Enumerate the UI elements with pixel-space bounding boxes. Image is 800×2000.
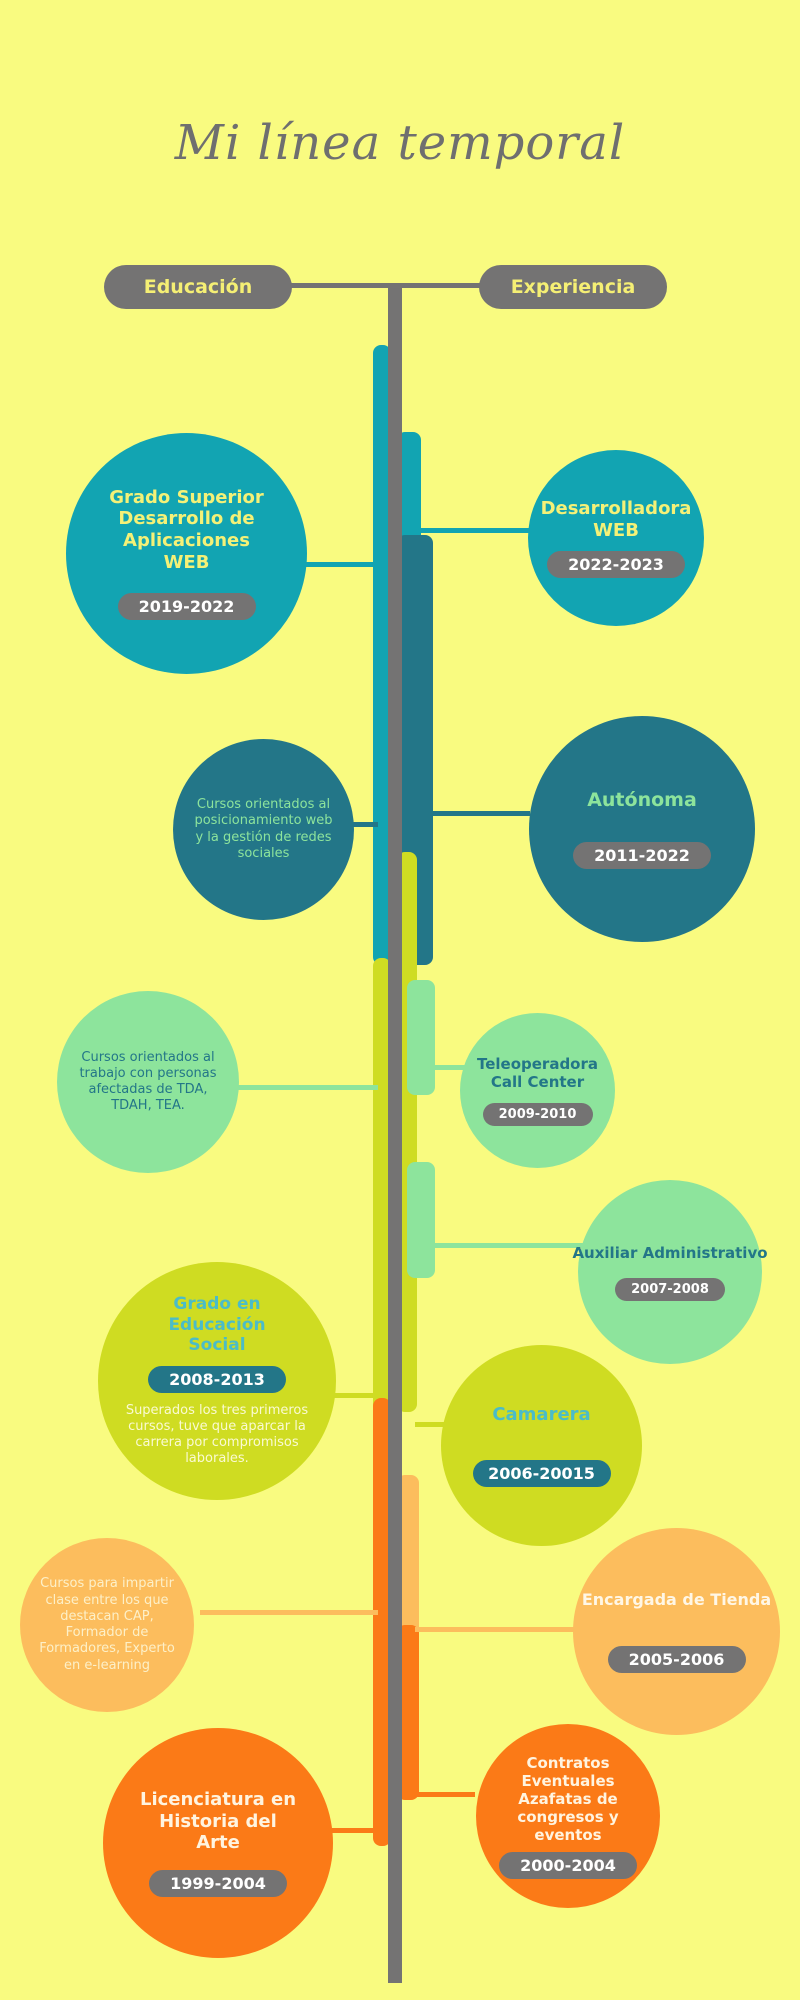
timeline-bar-orange (373, 1398, 391, 1846)
connector (330, 1393, 378, 1398)
experience-title: Auxiliar Administrativo (572, 1243, 768, 1262)
experience-circle-auxiliar: Auxiliar Administrativo 2007-2008 (572, 1180, 768, 1364)
education-circle-tda: Cursos orientados al trabajo con persona… (57, 991, 239, 1173)
education-circle-seo: Cursos orientados al posicionamiento web… (173, 739, 354, 920)
timeline-axis (388, 285, 402, 1983)
connector (415, 1422, 445, 1427)
education-circle-cap: Cursos para impartir clase entre los que… (20, 1538, 194, 1712)
connector (238, 1085, 378, 1090)
education-circle-arte: Licenciatura en Historia del Arte 1999-2… (103, 1728, 333, 1958)
experience-title: Contratos Eventuales Azafatas de congres… (517, 1753, 619, 1844)
experience-circle-webdev: Desarrolladora WEB 2022-2023 (528, 450, 704, 626)
experience-circle-autonoma: Autónoma 2011-2022 (529, 716, 755, 942)
page-title: Mi línea temporal (174, 115, 626, 171)
connector (200, 1610, 378, 1615)
experience-title: Camarera (492, 1404, 591, 1426)
connector (330, 1828, 378, 1833)
experience-dates: 2009-2010 (482, 1103, 593, 1126)
education-header: Educación (104, 265, 292, 309)
education-description: Cursos orientados al posicionamiento web… (194, 797, 333, 861)
connector (350, 822, 378, 827)
education-dates: 1999-2004 (149, 1869, 287, 1897)
education-description: Cursos para impartir clase entre los que… (39, 1576, 175, 1673)
experience-dates: 2000-2004 (499, 1851, 637, 1879)
experience-title: Desarrolladora WEB (540, 497, 692, 541)
experience-header: Experiencia (479, 265, 667, 309)
experience-title: Teleoperadora Call Center (476, 1055, 599, 1091)
experience-dates: 2022-2023 (547, 551, 685, 579)
experience-circle-azafata: Contratos Eventuales Azafatas de congres… (476, 1724, 660, 1908)
experience-title: Autónoma (587, 789, 697, 812)
education-dates: 2019-2022 (117, 593, 256, 621)
connector (305, 562, 377, 567)
education-title: Grado Superior Desarrollo de Aplicacione… (109, 486, 264, 573)
experience-circle-teleoperadora: Teleoperadora Call Center 2009-2010 (460, 1013, 615, 1168)
education-circle-daw: Grado Superior Desarrollo de Aplicacione… (66, 433, 307, 674)
experience-dates: 2007-2008 (615, 1277, 725, 1301)
timeline-bar-teal (373, 345, 391, 965)
education-title: Licenciatura en Historia del Arte (139, 1789, 297, 1854)
connector (415, 1627, 575, 1632)
education-title: Grado en Educación Social (168, 1294, 266, 1356)
experience-dates: 2006-20015 (472, 1459, 611, 1487)
education-circle-social: Grado en Educación Social 2008-2013 Supe… (98, 1262, 336, 1500)
timeline-bar-lime (373, 958, 391, 1418)
timeline-bar-lightorange-exp (397, 1475, 419, 1650)
experience-circle-tienda: Encargada de Tienda 2005-2006 (573, 1528, 780, 1735)
connector (430, 1243, 590, 1248)
timeline-bar-orange-exp (397, 1625, 419, 1800)
experience-circle-camarera: Camarera 2006-20015 (441, 1345, 642, 1546)
education-dates: 2008-2013 (148, 1365, 286, 1393)
experience-dates: 2005-2006 (607, 1645, 746, 1673)
timeline-bar-mint2-exp (407, 1162, 435, 1278)
experience-title: Encargada de Tienda (581, 1590, 772, 1610)
connector (415, 1792, 475, 1797)
education-description: Superados los tres primeros cursos, tuve… (125, 1402, 309, 1467)
timeline-bar-mint1-exp (407, 980, 435, 1095)
experience-dates: 2011-2022 (573, 841, 711, 869)
connector (430, 811, 530, 816)
education-description: Cursos orientados al trabajo con persona… (79, 1049, 217, 1114)
connector (430, 1065, 470, 1070)
connector (415, 528, 530, 533)
